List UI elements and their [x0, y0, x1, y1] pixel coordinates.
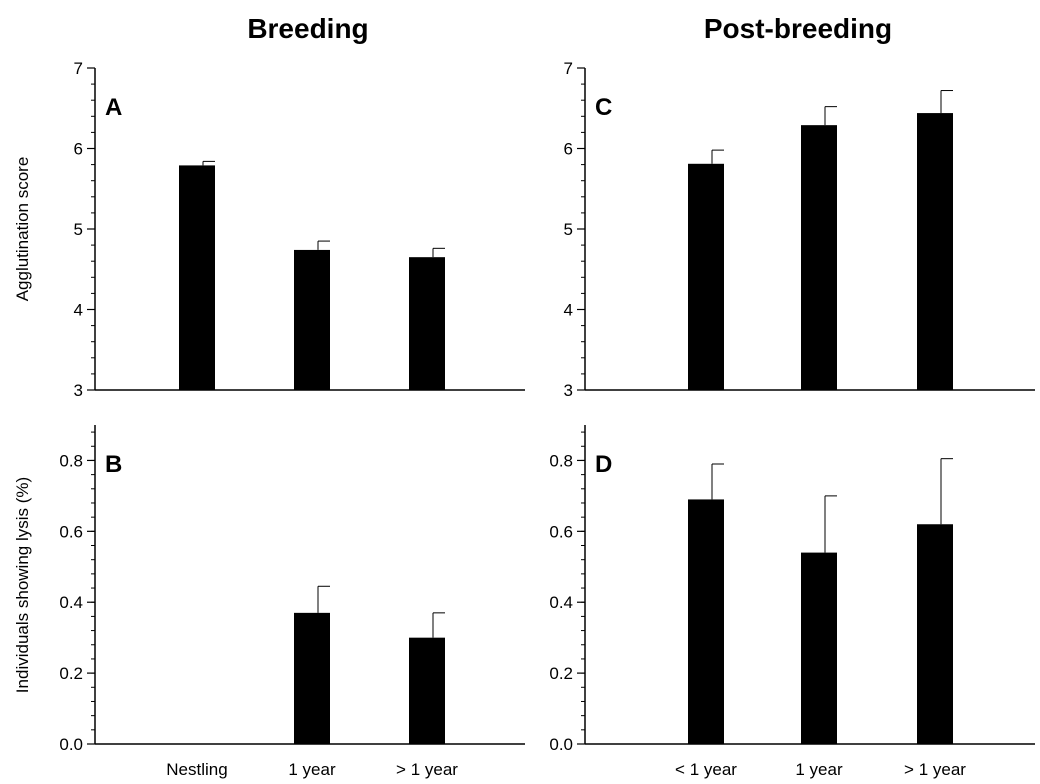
- y-tick-label: 0.4: [549, 593, 573, 612]
- bar-d-2: [801, 552, 837, 744]
- y-tick-label: 0.6: [549, 522, 573, 541]
- bar-b-3: [409, 637, 445, 744]
- bar-c-3: [917, 113, 953, 390]
- x-category-label: 1 year: [795, 760, 843, 779]
- y-tick-label: 7: [564, 59, 573, 78]
- y-axis-label: Agglutination score: [13, 157, 32, 302]
- y-tick-label: 0.8: [59, 451, 83, 470]
- bar-b-2: [294, 612, 330, 744]
- bar-d-3: [917, 524, 953, 744]
- x-category-label: > 1 year: [904, 760, 966, 779]
- bar-c-1: [688, 163, 724, 390]
- panel-label-c: C: [595, 94, 612, 121]
- bar-d-1: [688, 499, 724, 744]
- y-tick-label: 0.2: [549, 664, 573, 683]
- y-axis-label: Individuals showing lysis (%): [13, 477, 32, 693]
- y-tick-label: 0.8: [549, 451, 573, 470]
- y-tick-label: 0.0: [549, 735, 573, 754]
- x-category-label: 1 year: [288, 760, 336, 779]
- panels: 3 4 5 6 7 A Agglutination score 3 4 5 6 7 C 0.0 0.2 0.4…: [13, 59, 1035, 779]
- y-tick-label: 4: [74, 301, 83, 320]
- y-tick-label: 3: [74, 381, 83, 400]
- panel-label-b: B: [105, 451, 122, 478]
- y-tick-label: 7: [74, 59, 83, 78]
- x-category-label: Nestling: [166, 760, 227, 779]
- bar-a-2: [294, 249, 330, 390]
- y-tick-label: 3: [564, 381, 573, 400]
- bar-a-1: [179, 165, 215, 390]
- y-tick-label: 6: [564, 140, 573, 159]
- panel-c: 3 4 5 6 7 C: [564, 59, 1035, 400]
- panel-label-d: D: [595, 451, 612, 478]
- y-tick-label: 0.0: [59, 735, 83, 754]
- y-tick-label: 5: [74, 220, 83, 239]
- y-tick-label: 5: [564, 220, 573, 239]
- bar-c-2: [801, 125, 837, 390]
- x-category-label: < 1 year: [675, 760, 737, 779]
- panel-b: 0.0 0.2 0.4 0.6 0.8 Nestling 1 year > 1 year B In…: [13, 425, 525, 779]
- panel-d: 0.0 0.2 0.4 0.6 0.8 < 1 year 1 year > 1 year D: [549, 425, 1035, 779]
- y-tick-label: 6: [74, 140, 83, 159]
- y-tick-label: 0.6: [59, 522, 83, 541]
- panel-label-a: A: [105, 94, 122, 121]
- y-tick-label: 4: [564, 301, 573, 320]
- column-title-post-breeding: Post-breeding: [704, 13, 892, 44]
- y-tick-label: 0.2: [59, 664, 83, 683]
- y-tick-label: 0.4: [59, 593, 83, 612]
- column-title-breeding: Breeding: [247, 13, 368, 44]
- x-category-label: > 1 year: [396, 760, 458, 779]
- panel-a: 3 4 5 6 7 A Agglutination score: [13, 59, 525, 400]
- bar-a-3: [409, 257, 445, 390]
